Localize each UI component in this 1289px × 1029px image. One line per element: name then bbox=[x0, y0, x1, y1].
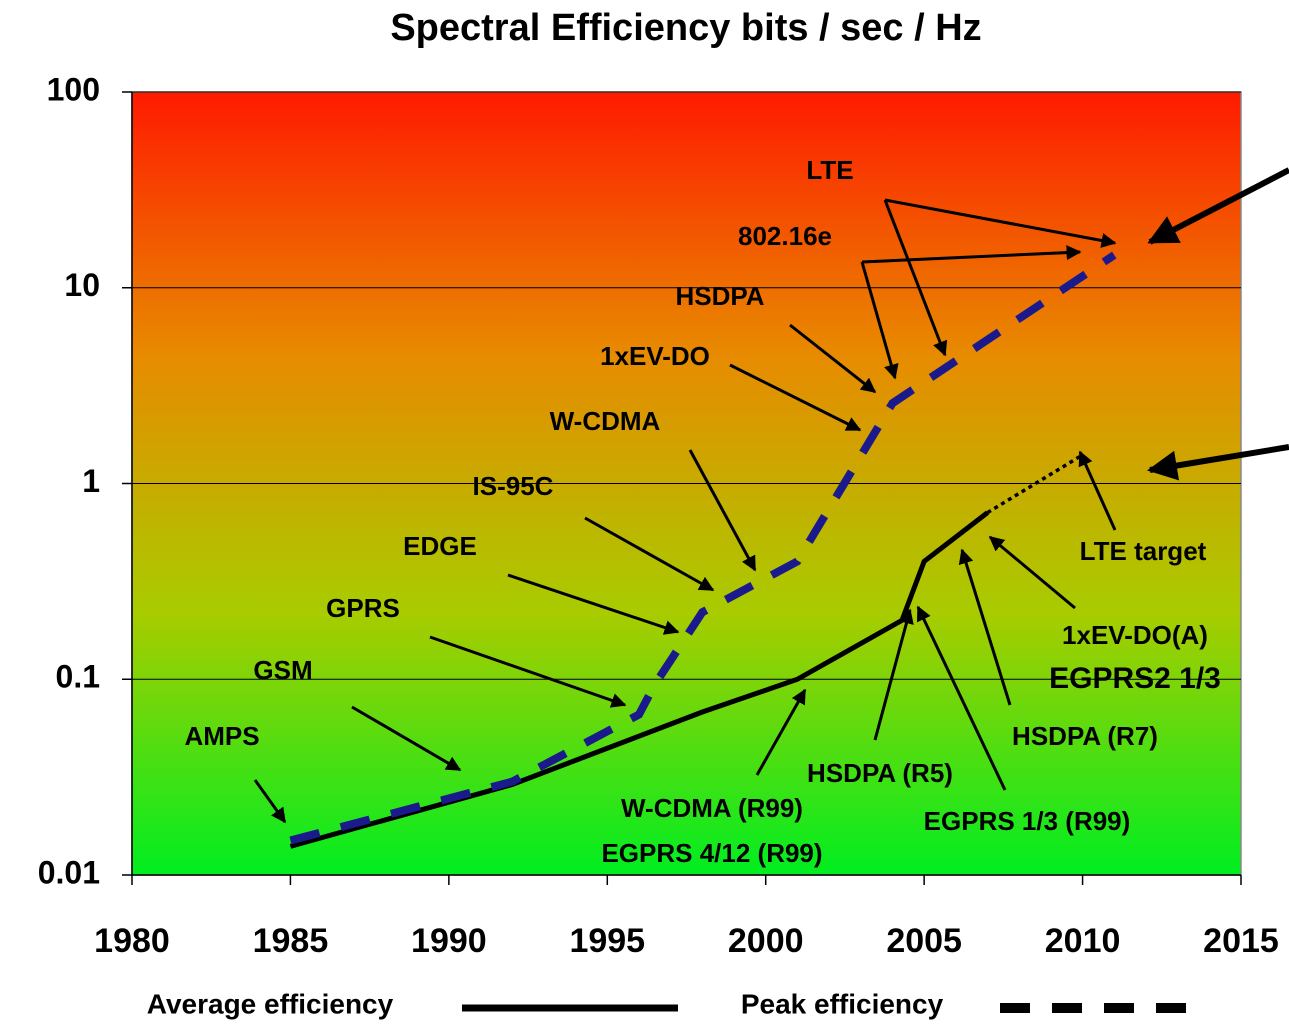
annotation: 802.16e bbox=[738, 221, 832, 251]
annotation-arrow bbox=[584, 516, 715, 592]
annotation: 1xEV-DO bbox=[600, 341, 710, 371]
annotation-arrow bbox=[253, 779, 287, 824]
annotation-arrow bbox=[507, 573, 680, 635]
annotation-arrow bbox=[1078, 450, 1117, 531]
annotation: IS-95C bbox=[473, 471, 554, 501]
annotation-arrow bbox=[861, 245, 1082, 264]
annotation-arrow bbox=[688, 449, 757, 572]
pointer-arrow bbox=[1147, 444, 1289, 481]
annotation-arrow bbox=[351, 705, 462, 772]
x-tick-label: 1990 bbox=[411, 922, 487, 960]
annotation-arrow bbox=[884, 198, 1117, 248]
x-tick-label: 2000 bbox=[728, 922, 804, 960]
legend-label: Peak efficiency bbox=[741, 988, 944, 1019]
series-line bbox=[986, 453, 1084, 515]
annotation: GPRS bbox=[326, 593, 400, 623]
annotation: W-CDMA bbox=[550, 406, 661, 436]
legend-label: Average efficiency bbox=[147, 988, 394, 1019]
annotation: LTE target bbox=[1080, 536, 1207, 566]
x-tick-label: 2005 bbox=[886, 922, 962, 960]
annotation: HSDPA bbox=[675, 281, 764, 311]
annotation-arrow bbox=[988, 535, 1076, 610]
annotation: HSDPA (R5) bbox=[807, 758, 953, 788]
y-tick-label: 100 bbox=[47, 71, 100, 107]
x-tick-label: 2010 bbox=[1045, 922, 1121, 960]
annotation-arrow bbox=[883, 199, 948, 357]
annotation: HSDPA (R7) bbox=[1012, 721, 1158, 751]
y-tick-label: 0.1 bbox=[56, 659, 100, 695]
annotation-arrow bbox=[873, 608, 914, 741]
x-tick-label: 1980 bbox=[94, 922, 170, 960]
annotation: EGPRS 1/3 (R99) bbox=[924, 806, 1131, 836]
x-tick-label: 2015 bbox=[1203, 922, 1279, 960]
y-tick-label: 10 bbox=[64, 267, 100, 303]
annotation: LTE bbox=[806, 155, 853, 185]
pointer-arrow bbox=[1147, 167, 1289, 245]
x-tick-label: 1985 bbox=[253, 922, 329, 960]
annotation: EDGE bbox=[403, 531, 477, 561]
annotation: 1xEV-DO(A) bbox=[1062, 620, 1208, 650]
annotation-arrow bbox=[755, 688, 807, 776]
annotation: AMPS bbox=[184, 721, 259, 751]
annotation: EGPRS2 1/3 bbox=[1049, 662, 1221, 695]
annotation-arrow bbox=[860, 261, 899, 380]
y-tick-label: 0.01 bbox=[38, 854, 100, 890]
annotation-arrow bbox=[958, 548, 1012, 706]
annotation-arrow bbox=[789, 323, 877, 394]
annotation: EGPRS 4/12 (R99) bbox=[601, 838, 822, 868]
annotation: W-CDMA (R99) bbox=[621, 793, 803, 823]
annotation: GSM bbox=[253, 655, 312, 685]
chart-title: Spectral Efficiency bits / sec / Hz bbox=[390, 7, 981, 49]
x-tick-label: 1995 bbox=[569, 922, 645, 960]
y-tick-label: 1 bbox=[82, 463, 100, 499]
series-line bbox=[289, 251, 1117, 845]
annotation-arrow bbox=[916, 605, 1007, 791]
annotation-arrow bbox=[429, 635, 627, 708]
annotation-arrow bbox=[729, 363, 862, 432]
